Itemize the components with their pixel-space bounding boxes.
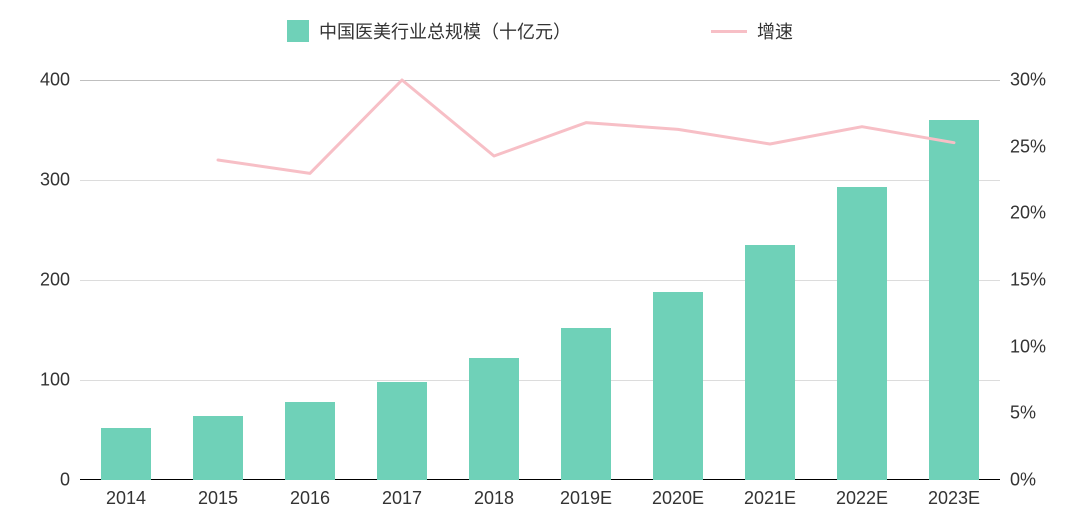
y-right-tick-label: 5% (1010, 403, 1036, 424)
x-tick-label: 2014 (106, 488, 146, 509)
y-left-tick-label: 100 (40, 370, 70, 391)
y-right-tick-label: 0% (1010, 470, 1036, 491)
x-tick-label: 2020E (652, 488, 704, 509)
y-right-tick-label: 15% (1010, 270, 1046, 291)
y-left-tick-label: 200 (40, 270, 70, 291)
growth-line (80, 80, 1000, 480)
y-right-tick-label: 10% (1010, 336, 1046, 357)
y-right-tick-label: 30% (1010, 70, 1046, 91)
y-right-tick-label: 25% (1010, 136, 1046, 157)
legend-item-bar: 中国医美行业总规模（十亿元） (287, 18, 571, 44)
y-left-tick-label: 400 (40, 70, 70, 91)
x-tick-label: 2021E (744, 488, 796, 509)
y-left-tick-label: 0 (60, 470, 70, 491)
y-right-tick-label: 20% (1010, 203, 1046, 224)
plot-area: 01002003004000%5%10%15%20%25%30%20142015… (80, 80, 1000, 480)
x-tick-label: 2015 (198, 488, 238, 509)
legend-line-swatch (711, 30, 747, 33)
legend-bar-label: 中国医美行业总规模（十亿元） (319, 18, 571, 44)
x-tick-label: 2018 (474, 488, 514, 509)
y-left-tick-label: 300 (40, 170, 70, 191)
x-tick-label: 2016 (290, 488, 330, 509)
x-tick-label: 2019E (560, 488, 612, 509)
x-tick-label: 2017 (382, 488, 422, 509)
x-tick-label: 2023E (928, 488, 980, 509)
legend-bar-swatch (287, 20, 309, 42)
x-tick-label: 2022E (836, 488, 888, 509)
combo-chart: 中国医美行业总规模（十亿元） 增速 01002003004000%5%10%15… (0, 0, 1080, 526)
legend-line-label: 增速 (757, 18, 793, 44)
legend: 中国医美行业总规模（十亿元） 增速 (0, 18, 1080, 44)
legend-item-line: 增速 (711, 18, 793, 44)
